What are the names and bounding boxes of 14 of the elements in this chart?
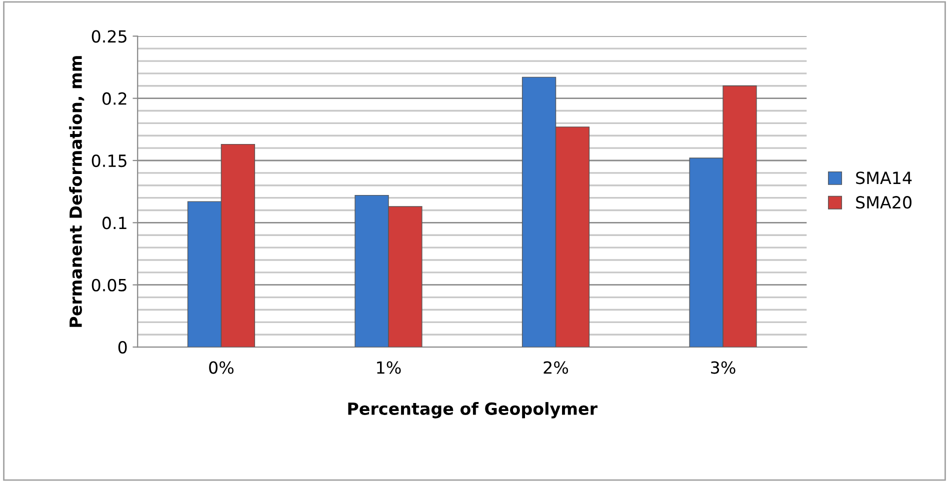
x-axis-title: Percentage of Geopolymer: [348, 402, 598, 418]
y-tick-label: 0.25: [92, 30, 126, 43]
y-tick-label: 0.2: [102, 92, 126, 105]
legend-label: SMA14: [856, 172, 912, 184]
y-tick-label: 0.15: [92, 154, 126, 168]
x-tick-label: 1%: [377, 361, 401, 374]
legend-label: SMA20: [856, 196, 912, 209]
x-tick-label: 3%: [711, 361, 736, 374]
x-tick-label: 2%: [544, 361, 568, 374]
y-tick-label: 0.1: [102, 216, 126, 230]
y-axis-title: Permanent Deformation, mm: [69, 56, 84, 327]
x-tick-label: 0%: [209, 361, 234, 374]
y-tick-label: 0: [118, 341, 127, 354]
y-tick-label: 0.05: [92, 278, 126, 292]
